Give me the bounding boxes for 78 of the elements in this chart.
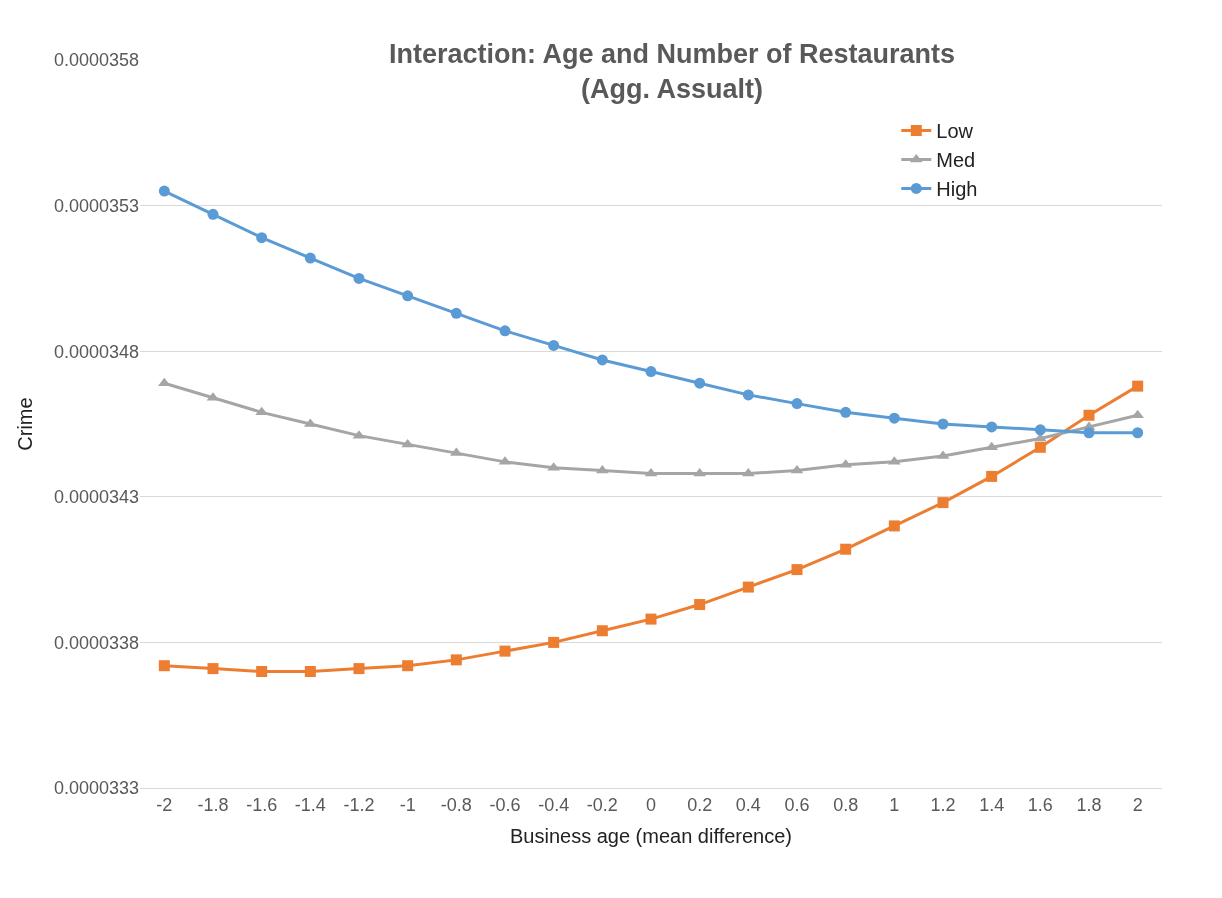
x-tick-label: -1.8 <box>197 794 229 815</box>
x-tick-label: -0.6 <box>489 794 521 815</box>
x-tick-label: -1 <box>399 794 416 815</box>
x-tick-label: 1.8 <box>1076 794 1102 815</box>
point <box>986 470 998 482</box>
point <box>840 406 852 418</box>
x-tick-label: -1.2 <box>343 794 375 815</box>
y-tick-label: 0.0000358 <box>53 50 139 71</box>
x-tick-label: -1.4 <box>294 794 326 815</box>
point <box>888 520 900 532</box>
y-tick-label: 0.0000338 <box>53 632 139 653</box>
chart-title: Interaction: Age and Number of Restaurants (Agg. Assualt) <box>389 38 956 104</box>
point <box>986 421 998 433</box>
point <box>304 666 316 678</box>
x-tick-label: -0.4 <box>538 794 570 815</box>
point <box>207 663 219 675</box>
point <box>1083 427 1095 439</box>
x-tick-label: 0 <box>645 794 657 815</box>
y-tick-label: 0.0000343 <box>53 487 139 508</box>
x-tick-label: -2 <box>156 794 173 815</box>
point <box>985 441 999 451</box>
x-tick-label: 1.2 <box>930 794 956 815</box>
point <box>596 354 608 366</box>
x-tick-label: 0.6 <box>784 794 810 815</box>
point <box>888 412 900 424</box>
point <box>256 666 268 678</box>
point <box>1132 380 1144 392</box>
point <box>742 581 754 593</box>
point <box>1131 409 1145 419</box>
point <box>499 645 511 657</box>
x-tick-label: 0.2 <box>687 794 713 815</box>
point <box>499 325 511 337</box>
y-axis-title: Crime <box>14 397 37 451</box>
legend-label: Med <box>936 149 976 172</box>
point <box>645 613 657 625</box>
x-tick-label: 1.6 <box>1027 794 1053 815</box>
legend-label: High <box>936 178 978 201</box>
point <box>548 339 560 351</box>
x-tick-label: -0.2 <box>586 794 618 815</box>
point <box>401 438 415 448</box>
point <box>840 543 852 555</box>
point <box>304 252 316 264</box>
point <box>402 290 414 302</box>
point <box>742 389 754 401</box>
x-tick-label: 1 <box>889 794 900 815</box>
point <box>1034 424 1046 436</box>
point <box>791 398 803 410</box>
point <box>402 660 414 672</box>
point <box>158 185 170 197</box>
point <box>353 272 365 284</box>
x-tick-label: -1.6 <box>246 794 278 815</box>
point <box>353 663 365 675</box>
point <box>158 660 170 672</box>
point <box>548 636 560 648</box>
x-tick-label: 1.4 <box>979 794 1005 815</box>
legend-label: Low <box>936 120 974 143</box>
point <box>596 625 608 637</box>
point <box>1083 409 1095 421</box>
x-tick-label: 0.4 <box>735 794 761 815</box>
x-tick-label: 2 <box>1132 794 1143 815</box>
point <box>645 366 657 378</box>
point <box>937 418 949 430</box>
y-tick-label: 0.0000348 <box>53 341 139 362</box>
x-axis-title: Business age (mean difference) <box>509 825 793 848</box>
x-tick-label: -0.8 <box>440 794 472 815</box>
point <box>791 564 803 576</box>
point <box>207 208 219 220</box>
point <box>937 497 949 509</box>
point <box>694 599 706 611</box>
point <box>256 232 268 244</box>
point <box>450 307 462 319</box>
x-tick-label: 0.8 <box>833 794 859 815</box>
point <box>694 377 706 389</box>
point <box>1034 441 1046 453</box>
y-tick-label: 0.0000353 <box>53 195 139 216</box>
point <box>450 654 462 666</box>
point <box>1132 427 1144 439</box>
y-tick-label: 0.0000333 <box>53 778 139 799</box>
